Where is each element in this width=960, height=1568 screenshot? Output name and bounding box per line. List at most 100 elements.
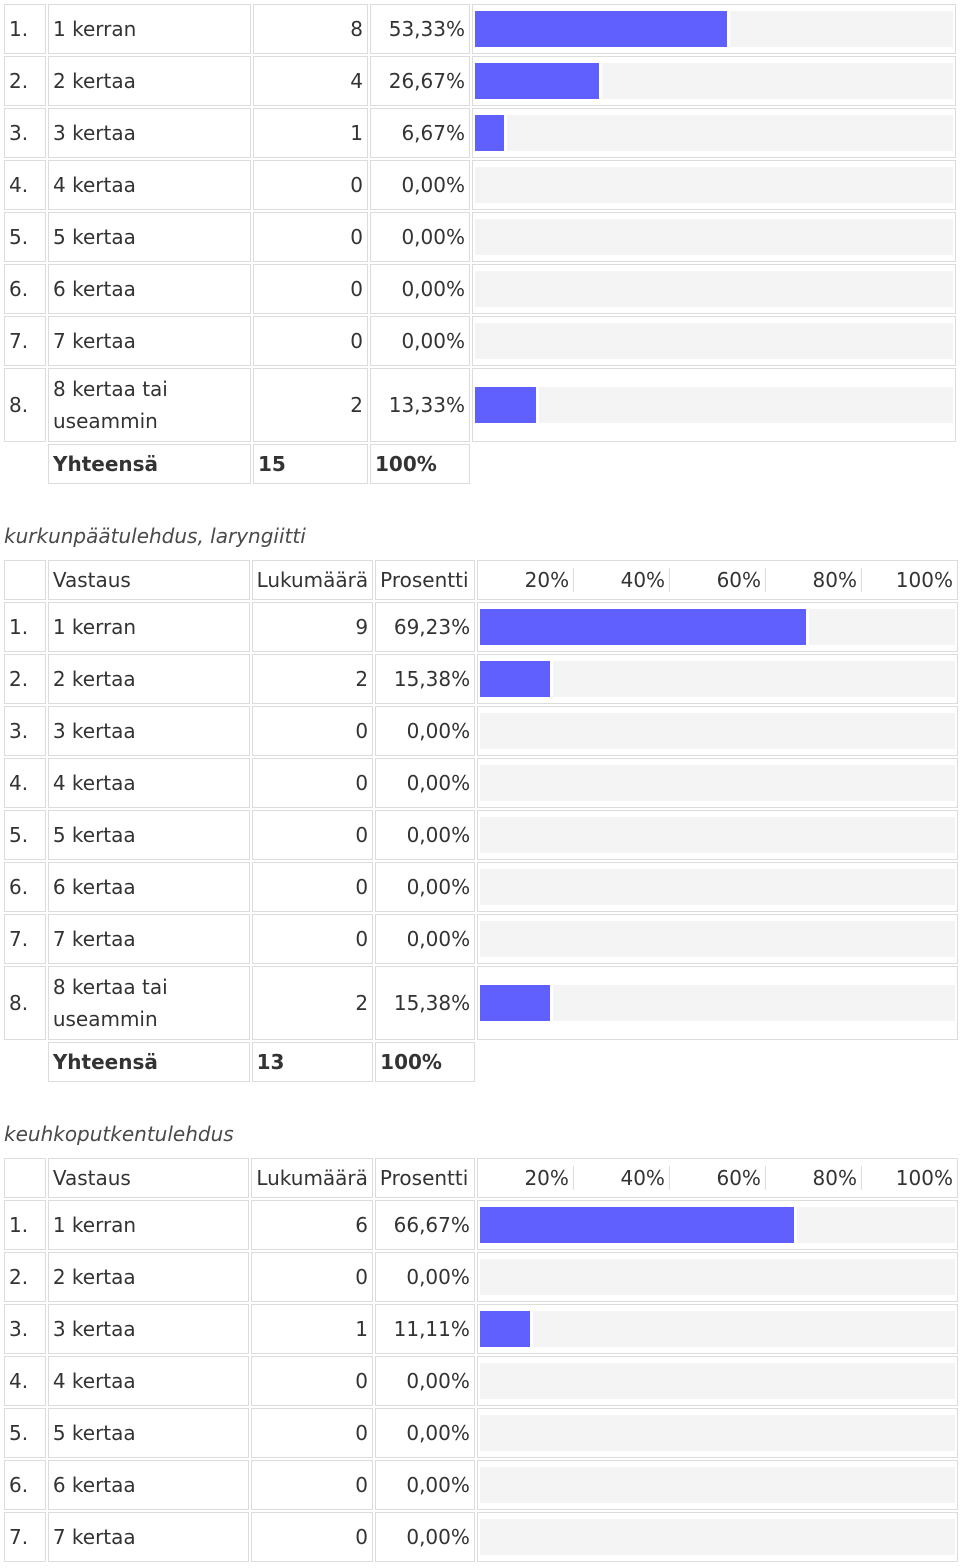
answer-percent: 0,00% — [374, 1408, 475, 1458]
row-number: 2. — [4, 1252, 46, 1302]
answer-count: 2 — [251, 654, 374, 704]
answer-percent: 6,67% — [370, 108, 470, 158]
header-row: Vastaus Lukumäärä Prosentti 20% 40% 60% 80% 100… — [4, 1158, 958, 1198]
total-percent: 100% — [375, 1042, 476, 1082]
answer-percent: 0,00% — [370, 264, 470, 314]
answer-label: 2 kertaa — [47, 1252, 250, 1302]
bar-track — [480, 921, 955, 957]
bar-cell — [472, 316, 956, 366]
bar-cell — [476, 1512, 958, 1562]
answer-count: 1 — [253, 108, 368, 158]
bar-cell — [472, 108, 956, 158]
row-number: 4. — [4, 1356, 46, 1406]
table-row: 6. 6 kertaa 0 0,00% — [4, 862, 958, 912]
answer-count: 0 — [251, 1460, 373, 1510]
answer-count: 0 — [251, 1512, 373, 1562]
answer-count: 0 — [251, 914, 374, 964]
bar-track — [475, 115, 953, 151]
answer-label: 3 kertaa — [48, 108, 251, 158]
table-row: 4. 4 kertaa 0 0,00% — [4, 758, 958, 808]
table-row: 2. 2 kertaa 4 26,67% — [4, 56, 956, 106]
answer-percent: 0,00% — [375, 758, 476, 808]
bar-cell — [476, 1200, 958, 1250]
total-count: 15 — [253, 444, 368, 484]
answer-label: 6 kertaa — [47, 1460, 250, 1510]
section-caption: keuhkoputkentulehdus — [4, 1122, 234, 1146]
results-table: 1. 1 kerran 8 53,33% 2. 2 kertaa 4 26,67% 3. 3 ke… — [2, 2, 958, 486]
table-row: 8. 8 kertaa tai useammin 2 13,33% — [4, 368, 956, 442]
table-row: 4. 4 kertaa 0 0,00% — [4, 160, 956, 210]
scale-tick-label: 100% — [895, 1166, 953, 1190]
table-row: 7. 7 kertaa 0 0,00% — [4, 1512, 958, 1562]
answer-label: 6 kertaa — [48, 264, 251, 314]
answer-label: 1 kerran — [47, 602, 250, 652]
answer-percent: 0,00% — [370, 160, 470, 210]
answer-percent: 0,00% — [374, 1356, 475, 1406]
section-caption: kurkunpäätulehdus, laryngiitti — [4, 524, 306, 548]
answer-percent: 0,00% — [370, 212, 470, 262]
header-num — [4, 560, 46, 600]
answer-label: 2 kertaa — [48, 56, 251, 106]
bar-fill — [475, 11, 730, 47]
answer-percent: 69,23% — [375, 602, 476, 652]
table-row: 1. 1 kerran 8 53,33% — [4, 4, 956, 54]
total-count: 13 — [251, 1042, 374, 1082]
bar-cell — [472, 160, 956, 210]
answer-label: 5 kertaa — [47, 1408, 250, 1458]
bar-cell — [472, 264, 956, 314]
bar-cell — [476, 1356, 958, 1406]
bar-cell — [472, 4, 956, 54]
bar-cell — [477, 914, 958, 964]
answer-percent: 13,33% — [370, 368, 470, 442]
answer-label: 1 kerran — [48, 4, 251, 54]
answer-percent: 53,33% — [370, 4, 470, 54]
table-row: 5. 5 kertaa 0 0,00% — [4, 212, 956, 262]
table-row: 3. 3 kertaa 1 11,11% — [4, 1304, 958, 1354]
bar-track — [475, 11, 953, 47]
answer-label: 7 kertaa — [48, 316, 251, 366]
answer-label: 4 kertaa — [48, 160, 251, 210]
answer-count: 4 — [253, 56, 368, 106]
answer-label: 6 kertaa — [47, 862, 250, 912]
answer-count: 0 — [253, 316, 368, 366]
header-answer: Vastaus — [47, 1158, 250, 1198]
bar-track — [479, 1415, 955, 1451]
row-number: 7. — [4, 1512, 46, 1562]
results-table: Vastaus Lukumäärä Prosentti 20% 40% 60% 80% 100… — [2, 1156, 960, 1564]
table-row: 1. 1 kerran 6 66,67% — [4, 1200, 958, 1250]
bar-track — [479, 1467, 955, 1503]
answer-label: 3 kertaa — [47, 706, 250, 756]
total-row: Yhteensä 13 100% — [4, 1042, 958, 1082]
bar-track — [480, 765, 955, 801]
bar-track — [475, 63, 953, 99]
row-number: 3. — [4, 1304, 46, 1354]
answer-count: 0 — [251, 862, 374, 912]
scale-tick-label: 40% — [574, 568, 671, 592]
answer-label: 4 kertaa — [47, 758, 250, 808]
answer-percent: 15,38% — [375, 966, 476, 1040]
bar-track — [475, 219, 953, 255]
answer-percent: 11,11% — [374, 1304, 475, 1354]
total-spacer — [4, 1042, 46, 1082]
scale-tick-label: 40% — [574, 1166, 670, 1190]
table-row: 6. 6 kertaa 0 0,00% — [4, 1460, 958, 1510]
row-number: 7. — [4, 914, 46, 964]
bar-cell — [477, 966, 958, 1040]
scale-tick-label: 80% — [766, 1166, 862, 1190]
answer-count: 1 — [251, 1304, 373, 1354]
answer-count: 0 — [253, 212, 368, 262]
answer-label: 8 kertaa tai useammin — [47, 966, 250, 1040]
answer-count: 2 — [253, 368, 368, 442]
answer-count: 0 — [251, 1408, 373, 1458]
table-row: 5. 5 kertaa 0 0,00% — [4, 1408, 958, 1458]
scale-tick-label: 60% — [670, 568, 767, 592]
total-label: Yhteensä — [47, 1042, 250, 1082]
scale-tick-label: 80% — [766, 568, 862, 592]
answer-count: 0 — [253, 160, 368, 210]
answer-count: 9 — [251, 602, 374, 652]
row-number: 8. — [4, 368, 46, 442]
results-table: Vastaus Lukumäärä Prosentti 20% 40% 60% 80% 100… — [2, 558, 960, 1084]
header-count: Lukumäärä — [251, 560, 374, 600]
row-number: 2. — [4, 654, 46, 704]
answer-count: 0 — [253, 264, 368, 314]
